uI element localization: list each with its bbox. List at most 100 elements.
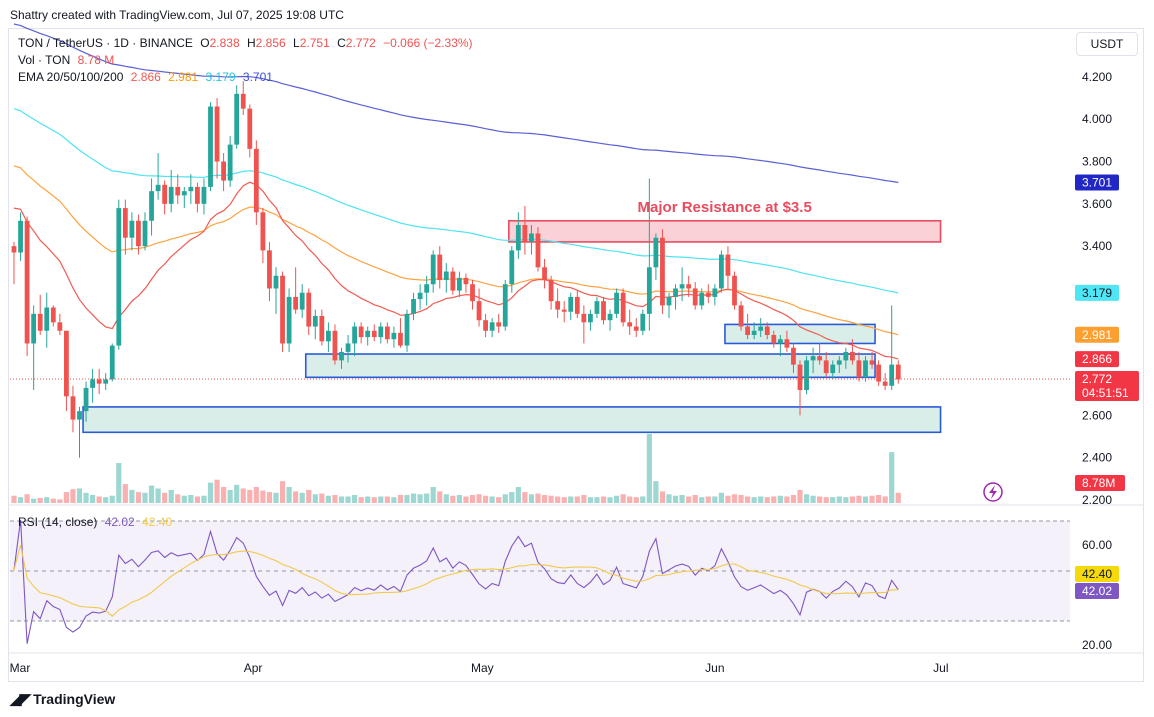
candle [476,288,482,327]
candle-body [719,254,724,289]
ema200-badge-label: 3.701 [1082,175,1112,189]
volume-bar [17,497,24,503]
candle [195,182,200,213]
rsi-ma-line [13,544,899,617]
candle [136,214,141,255]
candle [450,267,456,295]
candle [791,343,796,374]
volume-bar [817,496,823,503]
candle-body [810,356,816,361]
volume-bar [240,488,246,503]
candle-body [326,330,331,342]
candle [699,288,705,310]
volume-bar [607,497,613,503]
candle-body [764,326,770,335]
open-label: O [200,36,210,50]
volume-label[interactable]: Vol · TON [18,53,71,67]
candle [306,288,312,335]
volume-bar [391,497,397,503]
candle [633,318,639,338]
candle-body [725,254,731,276]
volume-bar [856,495,862,503]
volume-bar [574,496,580,503]
candle-body [398,332,403,346]
volume-bar [332,495,338,503]
price-tick-label: 4.000 [1082,112,1112,126]
volume-bar [234,484,240,503]
candle-body [384,326,390,340]
volume-bar [587,497,593,503]
candle [489,318,495,338]
candle-body [253,148,259,213]
candle [889,305,895,390]
candle [797,360,803,416]
volume-bar [345,496,351,503]
volume-bar [410,493,417,503]
candle-body [378,326,384,338]
candle [240,81,246,115]
volume-bar [862,496,869,503]
candle [122,199,128,255]
countdown-label: 04:51:51 [1082,386,1129,400]
volume-bar [581,495,587,503]
candle [181,186,187,209]
candle-body [129,220,135,238]
candle [37,294,43,335]
candle-body [227,144,233,181]
candle-body [666,296,672,306]
candle-body [699,292,705,306]
candle-body [882,381,888,386]
symbol-title[interactable]: TON / TetherUS · 1D · BINANCE [18,36,193,50]
candle-body [784,339,790,348]
volume-bar [194,496,200,503]
rsi-label[interactable]: RSI (14, close) [18,515,98,529]
candle [817,343,823,365]
candle [594,296,600,319]
volume-bar [312,494,318,503]
candle [103,373,109,390]
currency-button[interactable]: USDT [1076,32,1138,56]
volume-bar [325,495,331,503]
volume-bar [286,487,292,503]
candle-body [889,364,895,386]
volume-bar [882,496,888,503]
volume-bar [44,497,50,503]
ema200-value: 3.701 [242,70,273,84]
volume-bar [266,492,273,503]
candle [398,318,403,348]
rsi-value: 42.02 [104,515,135,529]
candle-body [581,313,587,323]
open-value: 2.838 [209,36,240,50]
volume-bar [692,495,698,503]
ema20-badge-label: 2.866 [1082,352,1112,366]
candle-body [339,351,344,361]
candle-body [777,339,783,344]
volume-bar [456,495,462,503]
candle [712,284,718,306]
candle-body [168,186,174,204]
price-tick-label: 3.600 [1082,197,1112,211]
support-zone [304,353,876,379]
candle-body [70,396,76,420]
volume-bar [279,481,286,503]
candle [24,216,30,357]
ema50-value: 2.981 [168,70,199,84]
price-tick-label: 2.400 [1082,451,1112,465]
candle [555,288,561,319]
candle-body [234,93,240,145]
candle-body [496,322,502,327]
candle [568,292,574,321]
volume-badge-label: 8.78M [1082,476,1115,490]
volume-bar [83,492,89,503]
candle-body [594,301,600,314]
candle-body [273,275,279,289]
candle [823,351,829,378]
candle-body [457,277,462,291]
candle-body [77,411,82,420]
candle [692,282,698,310]
volume-bar [135,492,142,503]
candle-body [574,296,580,314]
last-price-badge [1075,371,1139,401]
ema-label[interactable]: EMA 20/50/100/200 [18,70,124,84]
